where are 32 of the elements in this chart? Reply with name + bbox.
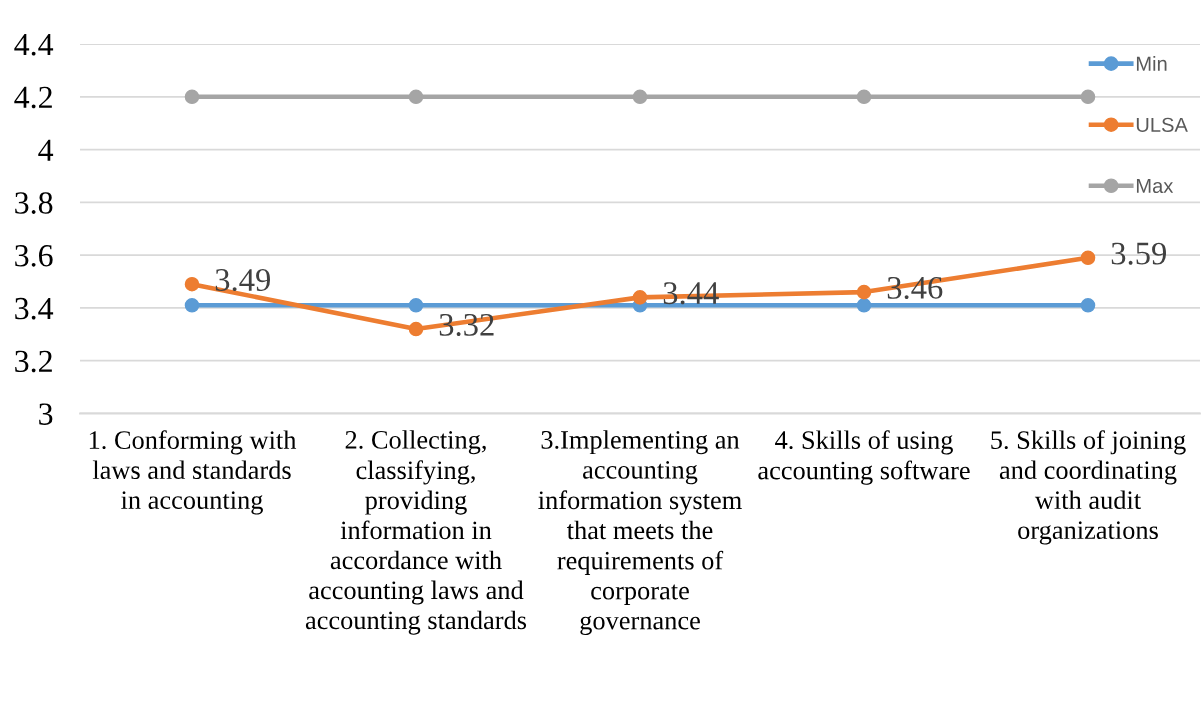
y-tick-label: 3.2 bbox=[15, 350, 52, 373]
legend-label: Max bbox=[1136, 178, 1174, 194]
point bbox=[408, 89, 424, 105]
y-tick-label: 4 bbox=[38, 139, 54, 161]
point bbox=[184, 276, 200, 292]
data-label: 3.49 bbox=[215, 269, 270, 292]
point bbox=[184, 297, 200, 313]
legend-label: Min bbox=[1136, 56, 1167, 71]
data-label: 3.59 bbox=[1111, 242, 1166, 265]
point bbox=[408, 297, 424, 313]
x-tick-label: 2. Collecting, classifying, providing information in accordance with accounting laws and accounting standards bbox=[305, 430, 527, 635]
legend-label: ULSA bbox=[1136, 117, 1188, 132]
point bbox=[1080, 89, 1096, 105]
y-tick-label: 3.4 bbox=[15, 297, 54, 320]
y-tick-label: 3.6 bbox=[15, 245, 53, 267]
point bbox=[184, 89, 200, 105]
point bbox=[856, 297, 872, 313]
point bbox=[632, 89, 648, 105]
point bbox=[856, 284, 872, 300]
y-tick-label: 4.2 bbox=[14, 86, 52, 109]
point bbox=[408, 321, 424, 337]
y-tick-label: 4.4 bbox=[14, 34, 54, 56]
point bbox=[1080, 250, 1096, 266]
y-tick-label: 3 bbox=[39, 403, 53, 425]
x-tick-label: 1. Conforming with laws and standards in accounting bbox=[89, 430, 297, 515]
point bbox=[856, 89, 872, 105]
point bbox=[1080, 297, 1096, 313]
x-tick-label: 4. Skills of using accounting software bbox=[758, 430, 970, 485]
point bbox=[632, 290, 648, 305]
y-tick-label: 3.8 bbox=[15, 192, 53, 214]
x-tick-label: 5. Skills of joining and coordinating with audit organizations bbox=[991, 430, 1186, 545]
x-tick-label: 3.Implementing an accounting information system that meets the requirements of corporate governance bbox=[538, 430, 742, 635]
